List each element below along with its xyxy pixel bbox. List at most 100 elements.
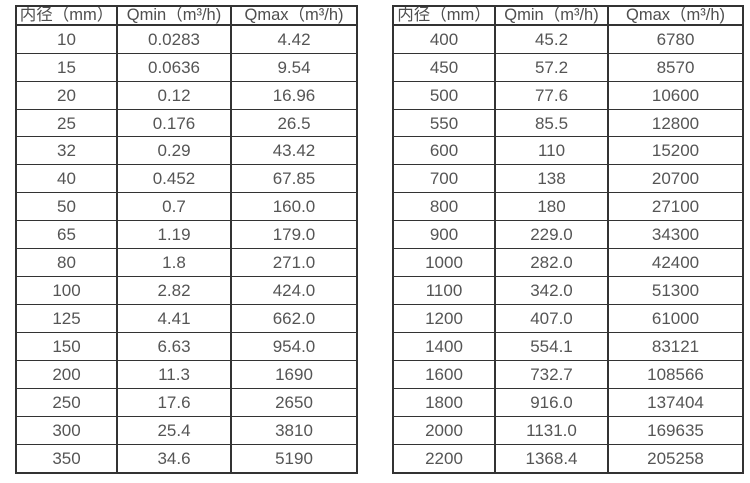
table-cell: 85.5 — [494, 108, 608, 137]
table-cell: 10 — [16, 24, 117, 54]
table-cell: 450 — [393, 52, 495, 82]
table-row: 80 1.8 271.0 — [16, 248, 357, 277]
table-cell: 169635 — [607, 415, 743, 445]
table-cell: 300 — [16, 415, 117, 445]
column-header-qmax: Qmax（m³/h) — [230, 6, 357, 26]
table-cell: 25 — [16, 108, 117, 137]
column-header-qmin: Qmin（m³/h) — [116, 6, 231, 26]
table-row: 20 0.12 16.96 — [16, 80, 357, 110]
table-cell: 45.2 — [494, 24, 608, 54]
table-cell: 25.4 — [116, 415, 231, 445]
table-cell: 732.7 — [494, 359, 608, 389]
table-cell: 6.63 — [116, 331, 231, 361]
flow-table-large-diameter: 内径（mm） Qmin（m³/h) Qmax（m³/h) 400 45.2 6780… — [392, 5, 744, 474]
table-cell: 80 — [16, 248, 117, 277]
table-cell: 1800 — [393, 387, 495, 417]
table-row: 65 1.19 179.0 — [16, 220, 357, 249]
table-row: 25 0.176 26.5 — [16, 108, 357, 137]
table-cell: 700 — [393, 164, 495, 193]
table-cell: 16.96 — [230, 80, 357, 110]
table-cell: 1100 — [393, 276, 495, 305]
table-cell: 2000 — [393, 415, 495, 445]
table-cell: 554.1 — [494, 331, 608, 361]
table-cell: 1368.4 — [494, 443, 608, 473]
table-cell: 17.6 — [116, 387, 231, 417]
table-cell: 108566 — [607, 359, 743, 389]
table-cell: 40 — [16, 164, 117, 193]
table-cell: 32 — [16, 136, 117, 165]
table-cell: 407.0 — [494, 304, 608, 333]
table-cell: 1600 — [393, 359, 495, 389]
table-row: 2000 1131.0 169635 — [393, 415, 743, 445]
table-row: 300 25.4 3810 — [16, 415, 357, 445]
header-row: 内径（mm） Qmin（m³/h) Qmax（m³/h) — [393, 6, 743, 26]
table-cell: 2200 — [393, 443, 495, 473]
table-cell: 600 — [393, 136, 495, 165]
table-row: 600 110 15200 — [393, 136, 743, 165]
table-cell: 1.19 — [116, 220, 231, 249]
table-row: 10 0.0283 4.42 — [16, 24, 357, 54]
table-cell: 10600 — [607, 80, 743, 110]
table-cell: 15200 — [607, 136, 743, 165]
table-row: 700 138 20700 — [393, 164, 743, 193]
table-cell: 662.0 — [230, 304, 357, 333]
table-row: 250 17.6 2650 — [16, 387, 357, 417]
table-cell: 500 — [393, 80, 495, 110]
table-cell: 138 — [494, 164, 608, 193]
table-cell: 67.85 — [230, 164, 357, 193]
table-cell: 200 — [16, 359, 117, 389]
table-cell: 8570 — [607, 52, 743, 82]
table-body: 400 45.2 6780 450 57.2 8570 500 77.6 10600 550 85.… — [393, 24, 743, 473]
table-cell: 150 — [16, 331, 117, 361]
table-row: 32 0.29 43.42 — [16, 136, 357, 165]
table-row: 1600 732.7 108566 — [393, 359, 743, 389]
table-cell: 0.0283 — [116, 24, 231, 54]
table-cell: 954.0 — [230, 331, 357, 361]
table-cell: 160.0 — [230, 192, 357, 221]
table-cell: 27100 — [607, 192, 743, 221]
table-cell: 83121 — [607, 331, 743, 361]
table-cell: 50 — [16, 192, 117, 221]
header-row: 内径（mm） Qmin（m³/h) Qmax（m³/h) — [16, 6, 357, 26]
table-row: 550 85.5 12800 — [393, 108, 743, 137]
table-cell: 424.0 — [230, 276, 357, 305]
column-header-diameter: 内径（mm） — [16, 6, 117, 26]
table-cell: 4.42 — [230, 24, 357, 54]
table-cell: 350 — [16, 443, 117, 473]
column-header-diameter: 内径（mm） — [393, 6, 495, 26]
table-row: 900 229.0 34300 — [393, 220, 743, 249]
table-cell: 20 — [16, 80, 117, 110]
table-cell: 1.8 — [116, 248, 231, 277]
table-cell: 125 — [16, 304, 117, 333]
table-cell: 2.82 — [116, 276, 231, 305]
table-cell: 12800 — [607, 108, 743, 137]
table-row: 50 0.7 160.0 — [16, 192, 357, 221]
table-row: 350 34.6 5190 — [16, 443, 357, 473]
table-cell: 400 — [393, 24, 495, 54]
table-cell: 229.0 — [494, 220, 608, 249]
table-cell: 65 — [16, 220, 117, 249]
table-cell: 9.54 — [230, 52, 357, 82]
table-cell: 20700 — [607, 164, 743, 193]
table-cell: 550 — [393, 108, 495, 137]
table-row: 40 0.452 67.85 — [16, 164, 357, 193]
table-row: 200 11.3 1690 — [16, 359, 357, 389]
table-header: 内径（mm） Qmin（m³/h) Qmax（m³/h) — [393, 6, 743, 26]
table-cell: 3810 — [230, 415, 357, 445]
table-cell: 100 — [16, 276, 117, 305]
table-cell: 1400 — [393, 331, 495, 361]
table-cell: 51300 — [607, 276, 743, 305]
table-cell: 0.0636 — [116, 52, 231, 82]
table-cell: 1200 — [393, 304, 495, 333]
table-cell: 250 — [16, 387, 117, 417]
table-cell: 1690 — [230, 359, 357, 389]
table-cell: 42400 — [607, 248, 743, 277]
table-row: 1400 554.1 83121 — [393, 331, 743, 361]
flow-table-small-diameter: 内径（mm） Qmin（m³/h) Qmax（m³/h) 10 0.0283 4.4… — [15, 5, 358, 474]
table-cell: 34.6 — [116, 443, 231, 473]
table-cell: 0.29 — [116, 136, 231, 165]
table-cell: 110 — [494, 136, 608, 165]
table-cell: 137404 — [607, 387, 743, 417]
table-cell: 916.0 — [494, 387, 608, 417]
